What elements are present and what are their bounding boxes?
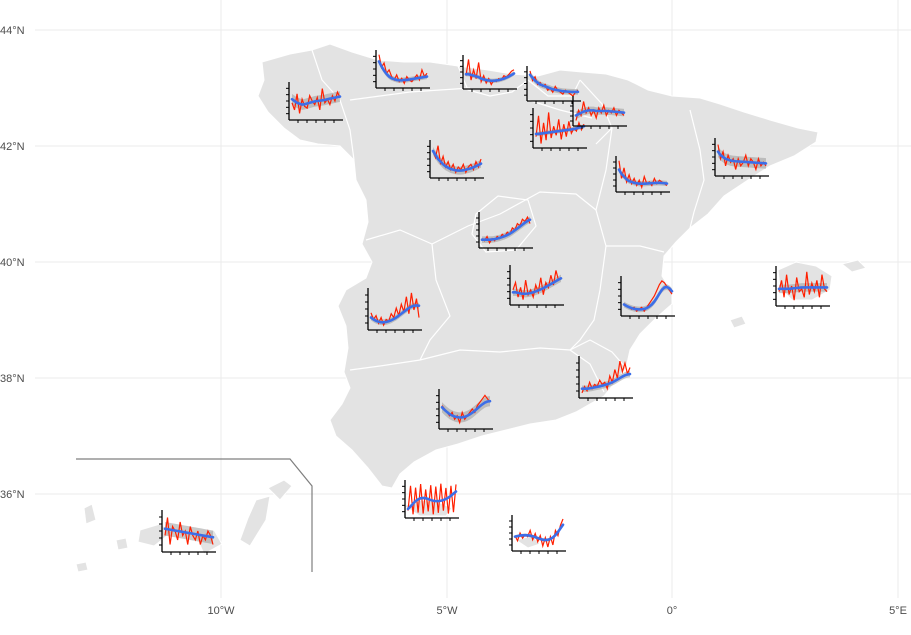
sparkline-aragon — [613, 156, 670, 195]
sparkline-castilla-y-leon — [427, 140, 484, 181]
sparkline-cantabria — [460, 55, 517, 92]
sparkline-trend-extremadura — [369, 304, 421, 324]
sparkline-galicia — [286, 82, 343, 123]
sparkline-raw-canarias — [164, 517, 214, 545]
lat-label-40: 40°N — [0, 257, 25, 269]
longitude-labels: 10°W 5°W 0° 5°E — [207, 605, 906, 617]
lon-label-5w: 5°W — [437, 605, 459, 617]
sparkline-andalucia — [436, 389, 493, 432]
iberian-peninsula — [257, 43, 819, 489]
border-asturias-castilla — [349, 87, 471, 101]
border-catalonia — [689, 109, 705, 229]
sparkline-trend-cataluna — [716, 150, 768, 165]
canary-la-palma — [83, 503, 97, 525]
sparkline-melilla — [509, 515, 566, 554]
canary-tenerife — [137, 523, 173, 547]
border-aragon — [595, 127, 665, 253]
region-borders — [311, 49, 705, 393]
spain-landmass — [75, 43, 867, 573]
sparkline-trend-andalucia — [440, 399, 492, 419]
sparkline-castilla-la-mancha — [507, 265, 564, 308]
border-valencia — [569, 245, 607, 351]
sparkline-trend-comunidad-valenciana — [622, 285, 674, 311]
sparkline-trend-asturias — [377, 60, 429, 82]
sparkline-trend-murcia — [580, 372, 632, 390]
sparkline-trend-cantabria — [464, 72, 516, 83]
sparkline-illes-balears — [773, 266, 830, 309]
sparkline-trend-melilla — [513, 523, 565, 542]
sparkline-band-castilla-la-mancha — [513, 274, 561, 298]
border-navarra — [579, 79, 613, 145]
sparkline-canarias — [159, 510, 216, 555]
sparkline-trend-ceuta — [406, 490, 458, 511]
latitude-labels: 44°N 42°N 40°N 38°N 36°N — [0, 25, 25, 501]
sparkline-trend-castilla-la-mancha — [511, 277, 563, 296]
border-extremadura — [419, 243, 451, 361]
canary-lanzarote — [267, 479, 293, 501]
border-murcia — [569, 339, 627, 369]
melilla-area — [514, 535, 541, 549]
lat-label-38: 38°N — [0, 373, 25, 385]
sparkline-band-madrid — [482, 216, 530, 243]
sparkline-extremadura — [365, 288, 422, 333]
sparkline-asturias — [373, 50, 430, 91]
sparkline-band-pais-vasco — [530, 71, 578, 95]
sparkline-navarra — [570, 96, 627, 129]
sparkline-ceuta — [402, 480, 459, 521]
sparkline-trend-illes-balears — [777, 286, 829, 291]
canary-fuerteventura — [239, 495, 271, 547]
canary-la-gomera — [115, 537, 129, 551]
sparkline-comunidad-valenciana — [618, 276, 675, 319]
sparkline-layer — [159, 50, 830, 555]
inset-frame — [76, 458, 313, 572]
border-cantabria — [457, 65, 529, 97]
lon-label-5e: 5°E — [889, 605, 907, 617]
sparkline-cataluna — [712, 138, 769, 179]
border-castilla-leon-south — [365, 191, 597, 245]
sparkline-raw-illes-balears — [778, 271, 828, 301]
lat-label-36: 36°N — [0, 489, 25, 501]
sparkline-raw-la-rioja — [535, 112, 585, 144]
border-andalucia — [349, 347, 605, 393]
lon-label-10w: 10°W — [207, 605, 235, 617]
sparkline-trend-galicia — [290, 95, 342, 106]
border-madrid — [471, 195, 537, 253]
sparkline-madrid — [476, 212, 533, 251]
lat-label-44: 44°N — [0, 25, 25, 37]
sparkline-raw-cataluna — [717, 144, 767, 172]
sparkline-trend-pais-vasco — [528, 73, 580, 94]
border-basque — [527, 79, 581, 97]
sparkline-trend-canarias — [163, 527, 215, 539]
lon-label-0: 0° — [667, 605, 678, 617]
sparkline-la-rioja — [530, 108, 587, 151]
ibiza-island — [729, 315, 747, 329]
canary-el-hierro — [75, 561, 89, 573]
lat-label-42: 42°N — [0, 141, 25, 153]
sparkline-trend-madrid — [480, 218, 532, 241]
menorca-island — [840, 259, 867, 273]
sparkline-trend-aragon — [617, 168, 669, 186]
sparkline-trend-navarra — [574, 109, 626, 117]
sparkline-trend-la-rioja — [534, 124, 586, 136]
sparkline-pais-vasco — [524, 66, 581, 104]
sparkline-murcia — [576, 356, 633, 401]
sparkline-trend-castilla-y-leon — [431, 149, 483, 172]
